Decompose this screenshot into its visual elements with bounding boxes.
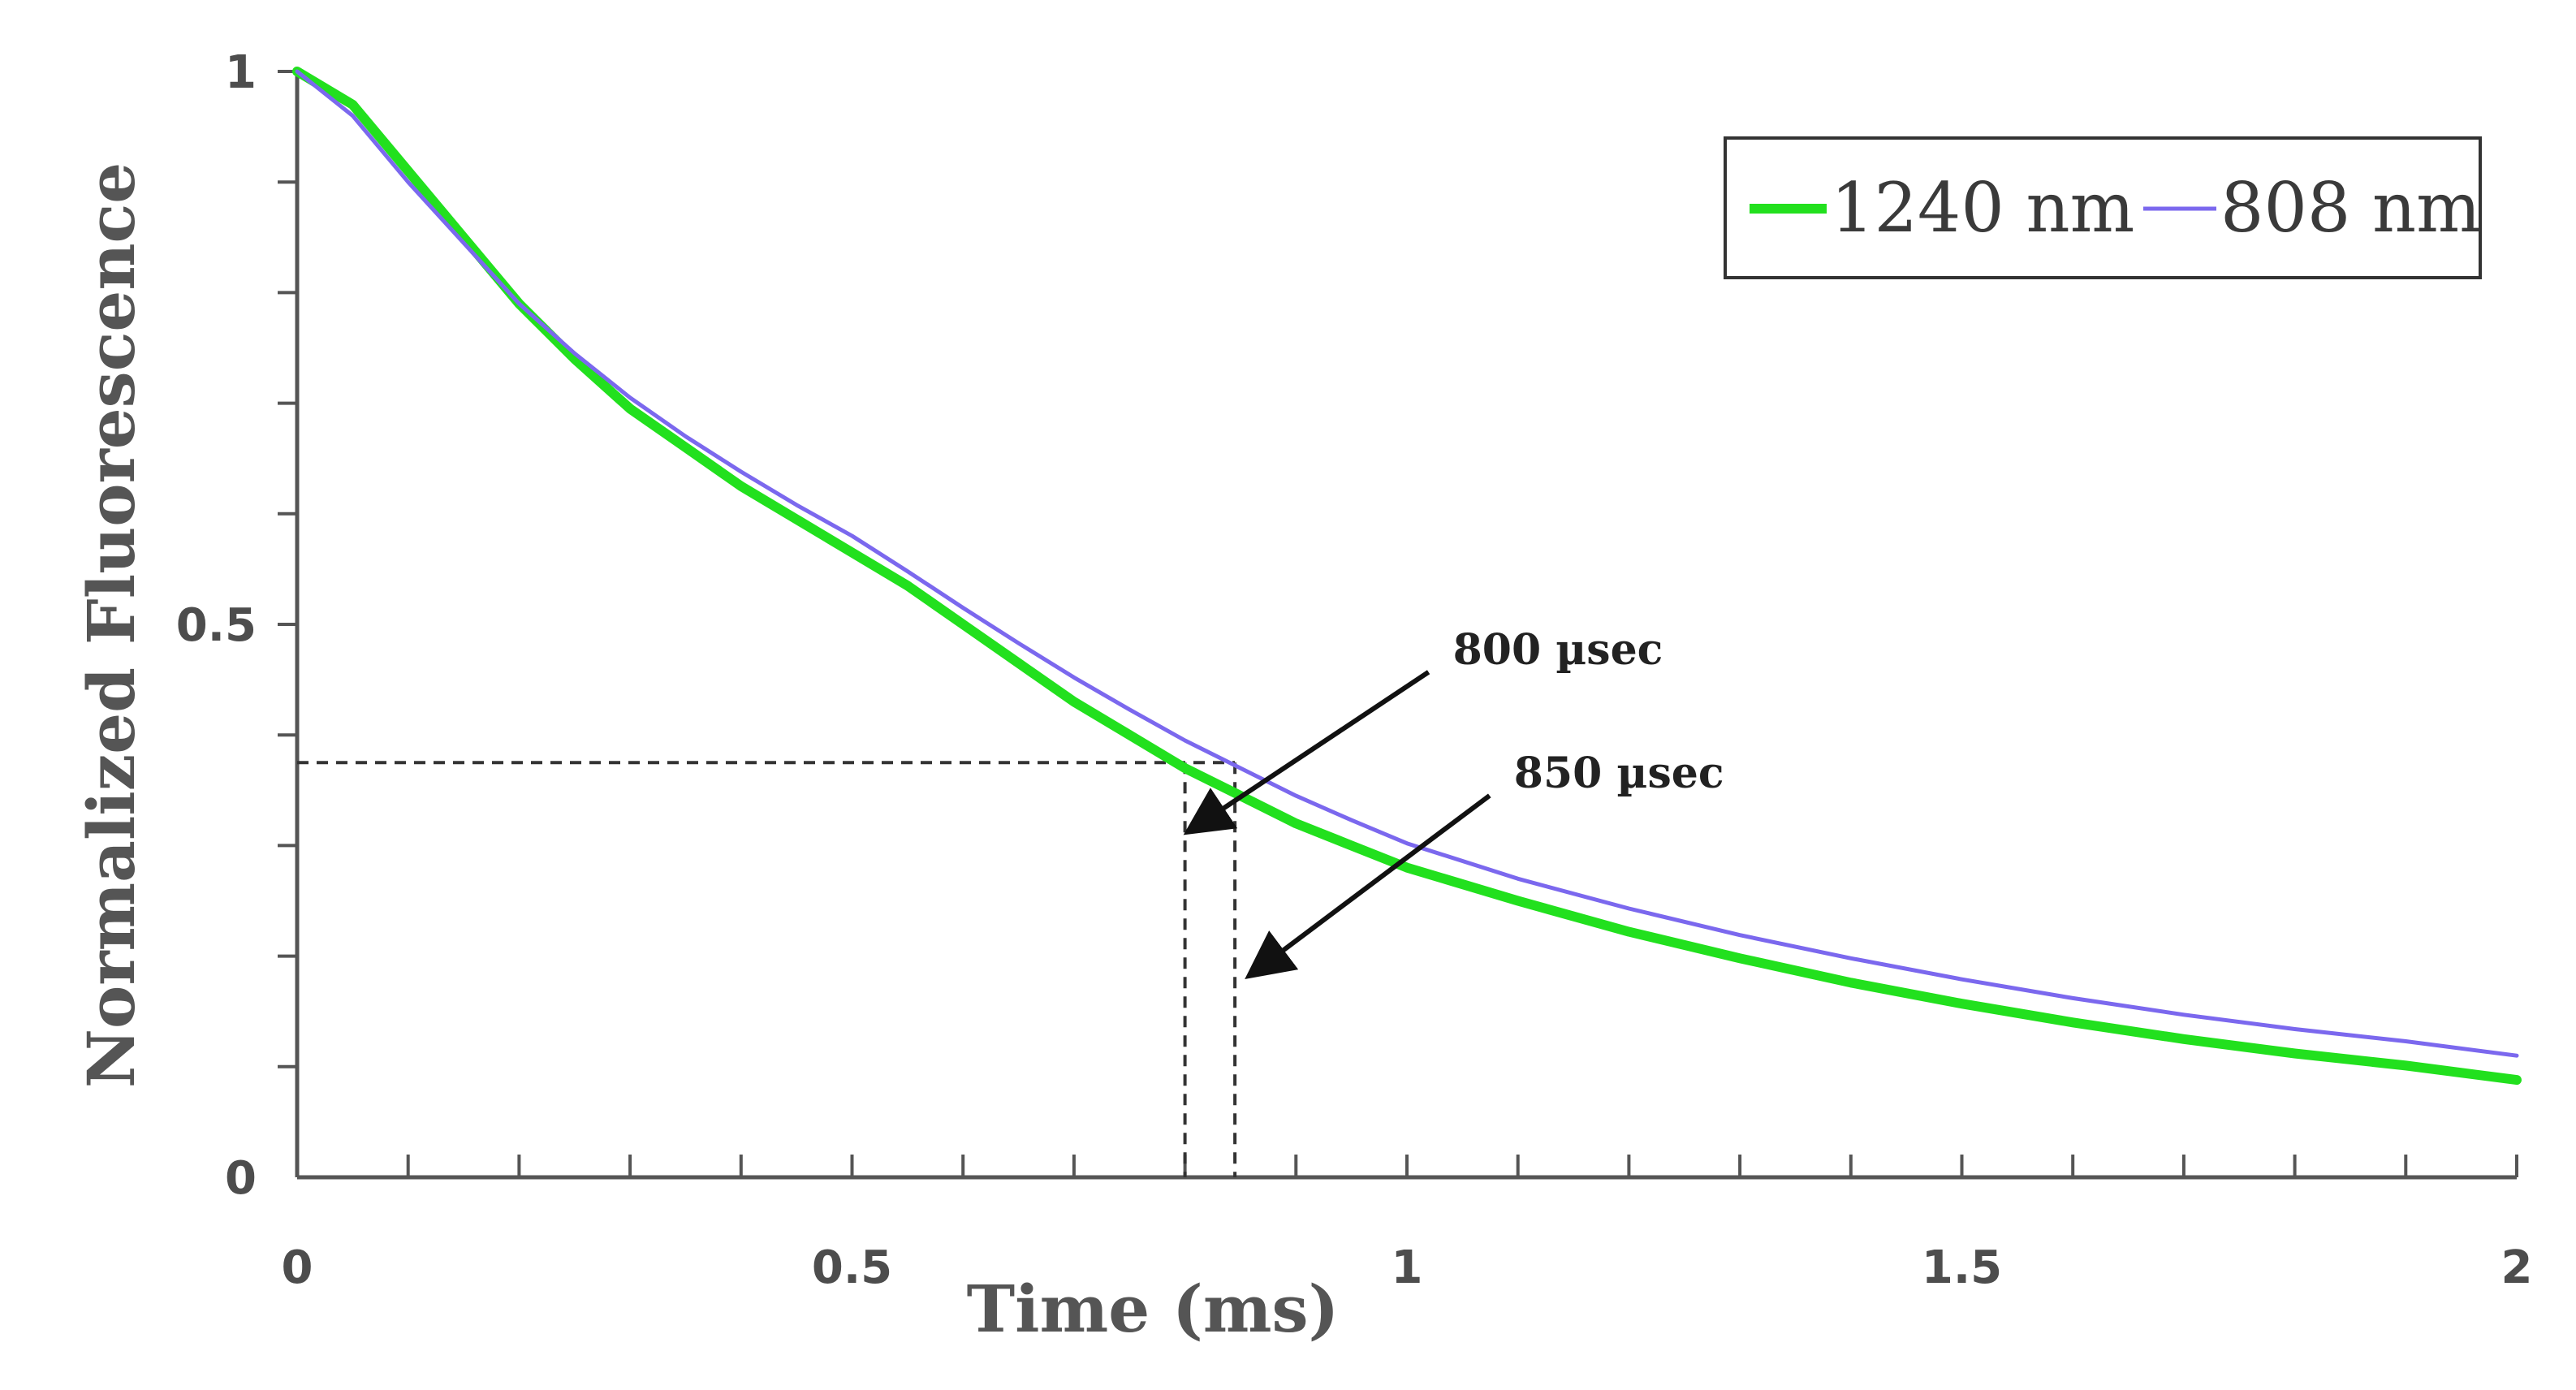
x-tick-label: 0.5 bbox=[812, 1241, 892, 1294]
x-axis-title: Time (ms) bbox=[967, 1271, 1340, 1347]
y-tick-label: 1 bbox=[225, 46, 257, 99]
legend-label-1240nm: 1240 nm bbox=[1831, 168, 2134, 248]
y-tick-label: 0 bbox=[225, 1152, 257, 1205]
y-axis-title: Normalized Fluorescence bbox=[73, 162, 149, 1088]
series-line-808-nm bbox=[295, 69, 2519, 1058]
legend: 1240 nm 808 nm bbox=[1724, 136, 2482, 279]
reference-lines bbox=[297, 761, 1237, 1177]
annotation-arrow bbox=[1183, 670, 1430, 835]
y-tick-label: 0.5 bbox=[176, 599, 257, 652]
annotation-arrow bbox=[1245, 793, 1491, 980]
x-tick-label: 1 bbox=[1392, 1241, 1423, 1294]
series-lines bbox=[292, 67, 2522, 1086]
x-tick-label: 0 bbox=[282, 1241, 313, 1294]
annotation-label: 800 µsec bbox=[1453, 625, 1663, 675]
x-tick-label: 2 bbox=[2501, 1241, 2533, 1294]
x-tick-label: 1.5 bbox=[1922, 1241, 2002, 1294]
axis-ticks: 0 0.5 1 1.5 2 0 0.5 1 bbox=[176, 46, 2533, 1294]
annotations: 800 µsec 850 µsec bbox=[1183, 625, 1724, 980]
legend-box bbox=[1724, 136, 2482, 279]
legend-label-808nm: 808 nm bbox=[2220, 168, 2481, 248]
annotation-label: 850 µsec bbox=[1514, 749, 1724, 798]
series-line-1240-nm bbox=[292, 67, 2522, 1086]
